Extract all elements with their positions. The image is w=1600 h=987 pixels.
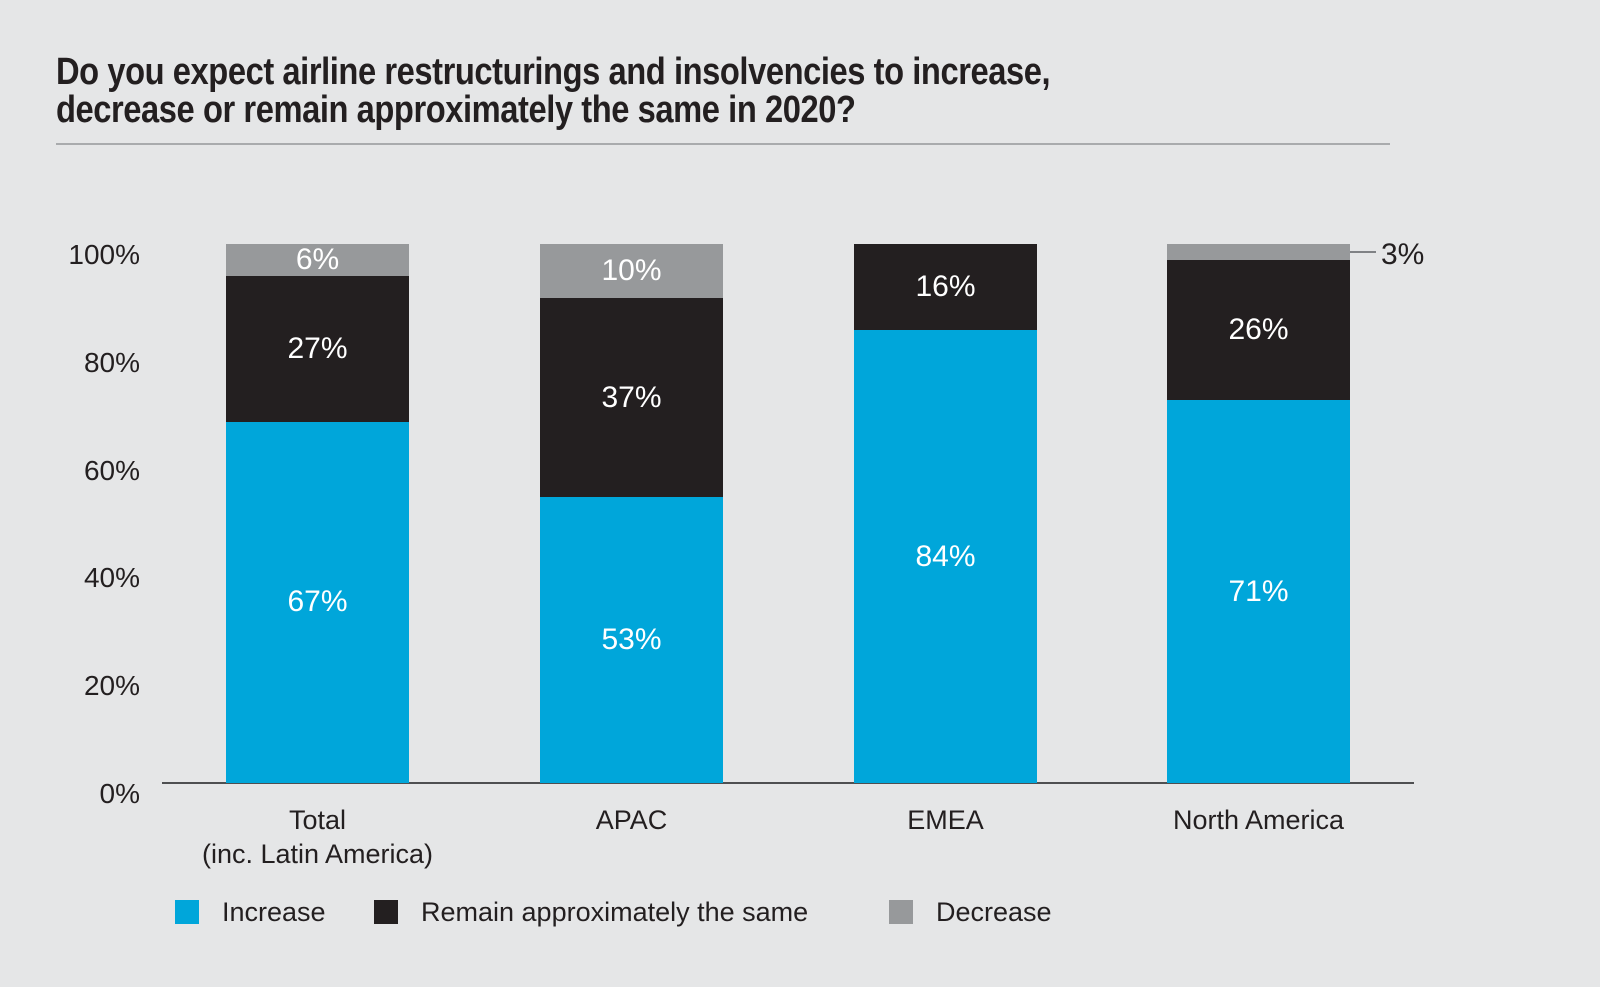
y-axis-tick-label: 80%: [83, 346, 140, 378]
chart-title: Do you expect airline restructurings and…: [56, 51, 1051, 131]
bar-segment-remain-approximately-the-same: [540, 297, 723, 498]
y-axis-tick-label: 20%: [83, 670, 140, 702]
bar-segment-increase: [540, 497, 723, 783]
bar-value-label: 6%: [295, 243, 340, 277]
bar-value-label: 26%: [1228, 313, 1289, 347]
x-axis-category-label: EMEA: [907, 805, 984, 835]
chart-title-line2: decrease or remain approximately the sam…: [56, 89, 856, 131]
bar-segment-decrease: [226, 244, 409, 277]
bar-value-label: 37%: [601, 380, 662, 414]
x-axis-category-label: North America: [1172, 805, 1345, 835]
legend-label-remain-approximately-the-same: Remain approximately the same: [421, 897, 809, 927]
legend-swatch-decrease: [889, 900, 913, 924]
bar-segment-remain-approximately-the-same: [226, 276, 409, 422]
chart-title-line1: Do you expect airline restructurings and…: [56, 51, 1051, 93]
bar-segment-remain-approximately-the-same: [854, 244, 1037, 331]
bar-segment-decrease: [1167, 244, 1350, 261]
y-axis-tick-label: 60%: [83, 454, 140, 486]
x-axis-line: [162, 782, 1414, 784]
title-divider-rule: [56, 143, 1390, 145]
bar-segment-decrease: [540, 244, 723, 298]
y-axis-tick-label: 100%: [68, 239, 140, 270]
y-axis-tick-label: 40%: [83, 562, 140, 594]
legend-label-increase: Increase: [222, 897, 326, 927]
bar-value-label: 27%: [287, 332, 348, 366]
bar-segment-increase: [226, 421, 409, 783]
x-axis-category-label: Total (inc. Latin America): [201, 805, 434, 869]
bar-segment-remain-approximately-the-same: [1167, 260, 1350, 401]
y-axis-tick-label: 0%: [99, 778, 140, 809]
legend-swatch-remain-approximately-the-same: [374, 900, 398, 924]
bar-value-label: 84%: [915, 539, 976, 573]
bar-value-label-outside: 3%: [1381, 238, 1425, 272]
legend-swatch-increase: [175, 900, 199, 924]
bar-value-label: 67%: [287, 585, 348, 619]
outside-label-connector-line: [1350, 251, 1376, 254]
bar-value-label: 71%: [1228, 574, 1289, 608]
x-axis-category-label: APAC: [595, 805, 668, 835]
bar-segment-increase: [854, 330, 1037, 783]
legend-label-decrease: Decrease: [936, 897, 1052, 927]
bar-value-label: 16%: [915, 270, 976, 304]
bar-value-label: 10%: [601, 253, 662, 287]
bar-value-label: 53%: [601, 623, 662, 657]
bar-segment-increase: [1167, 400, 1350, 783]
